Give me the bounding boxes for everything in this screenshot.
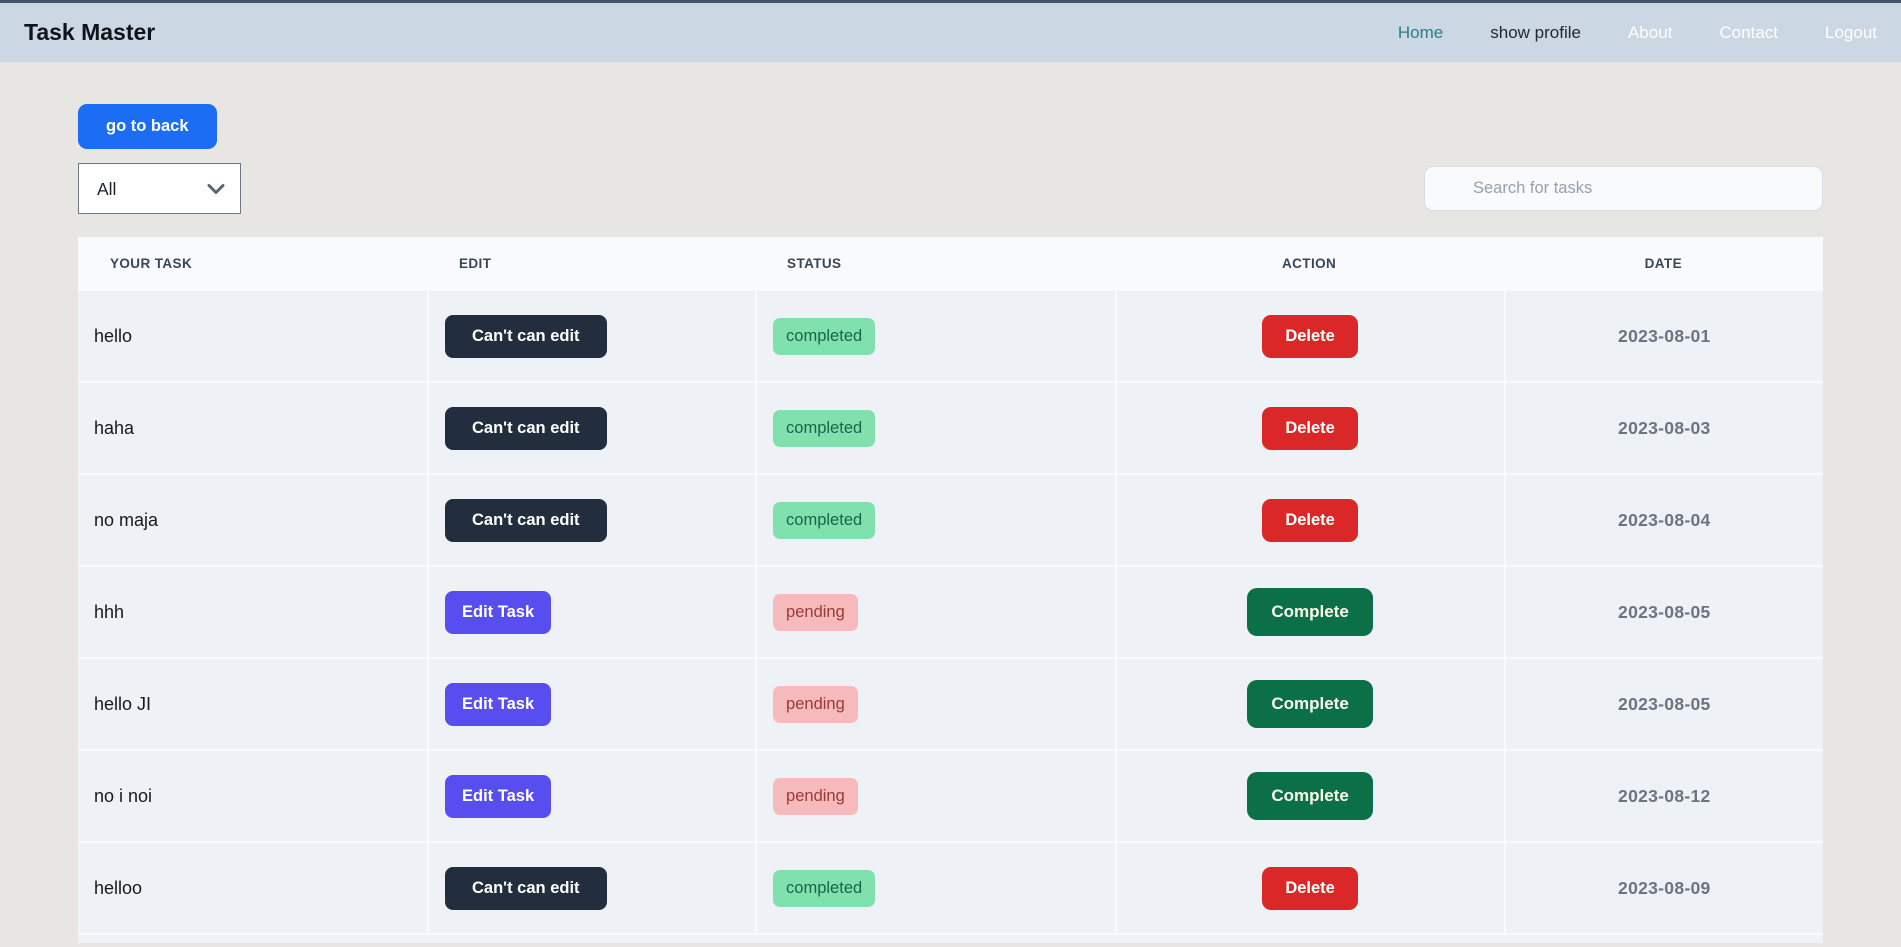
app-title: Task Master xyxy=(24,19,156,45)
column-header-your-task: YOUR TASK xyxy=(110,255,193,271)
table-row: no i noi Edit Task pending Complete 2023… xyxy=(78,749,1823,841)
status-badge: pending xyxy=(773,777,858,815)
edit-task-button[interactable]: Can't can edit xyxy=(445,314,607,358)
action-button[interactable]: Delete xyxy=(1262,406,1358,450)
column-header-date: DATE xyxy=(1644,255,1682,271)
edit-cell: Edit Task xyxy=(427,567,755,657)
action-cell: Delete xyxy=(1114,475,1504,565)
nav-link-contact[interactable]: Contact xyxy=(1719,22,1778,42)
task-name: no maja xyxy=(94,509,159,530)
action-cell: Complete xyxy=(1114,567,1504,657)
edit-task-button[interactable]: Can't can edit xyxy=(445,406,607,450)
column-header-action: ACTION xyxy=(1282,255,1337,271)
go-to-back-button[interactable]: go to back xyxy=(78,104,217,149)
status-filter: All xyxy=(78,163,241,214)
task-date: 2023-08-05 xyxy=(1503,567,1823,657)
status-cell: completed xyxy=(755,843,1114,933)
edit-task-button[interactable]: Edit Task xyxy=(445,774,552,818)
edit-task-button[interactable]: Can't can edit xyxy=(445,866,607,910)
status-cell: pending xyxy=(755,567,1114,657)
search-input[interactable] xyxy=(1424,166,1823,211)
task-date: 2023-08-01 xyxy=(1503,291,1823,381)
action-button[interactable]: Delete xyxy=(1262,314,1358,358)
edit-cell: Can't can edit xyxy=(427,843,755,933)
task-name: hello xyxy=(94,325,133,346)
edit-task-button[interactable]: Can't can edit xyxy=(445,498,607,542)
task-date: 2023-08-12 xyxy=(1503,751,1823,841)
table-row: no maja Can't can edit completed Delete … xyxy=(78,473,1823,565)
status-cell: completed xyxy=(755,291,1114,381)
main-nav: Home show profile About Contact Logout xyxy=(1398,23,1877,43)
action-button[interactable]: Delete xyxy=(1262,866,1358,910)
task-name: no i noi xyxy=(94,785,153,806)
edit-cell: Can't can edit xyxy=(427,475,755,565)
navbar: Task Master Home show profile About Cont… xyxy=(0,0,1901,62)
column-header-edit: EDIT xyxy=(459,255,492,271)
table-row: hhh Edit Task pending Complete 2023-08-0… xyxy=(78,565,1823,657)
edit-task-button[interactable]: Edit Task xyxy=(445,682,552,726)
table-row-partial xyxy=(78,933,1823,943)
edit-cell: Edit Task xyxy=(427,751,755,841)
action-button[interactable]: Complete xyxy=(1247,680,1373,728)
action-cell: Delete xyxy=(1114,383,1504,473)
filter-toolbar: All xyxy=(78,163,1823,214)
task-name: haha xyxy=(94,417,135,438)
task-name: hhh xyxy=(94,601,125,622)
column-header-status: STATUS xyxy=(787,255,842,271)
task-date: 2023-08-04 xyxy=(1503,475,1823,565)
nav-link-about[interactable]: About xyxy=(1627,22,1673,42)
task-date: 2023-08-03 xyxy=(1503,383,1823,473)
action-button[interactable]: Complete xyxy=(1247,588,1373,636)
status-badge: completed xyxy=(773,501,876,539)
status-badge: completed xyxy=(773,869,876,907)
edit-task-button[interactable]: Edit Task xyxy=(445,590,552,634)
task-date: 2023-08-09 xyxy=(1503,843,1823,933)
nav-link-home[interactable]: Home xyxy=(1397,22,1444,42)
edit-cell: Edit Task xyxy=(427,659,755,749)
table-header-row: YOUR TASK EDIT STATUS ACTION DATE xyxy=(78,237,1823,289)
action-cell: Complete xyxy=(1114,659,1504,749)
status-cell: completed xyxy=(755,383,1114,473)
status-cell: completed xyxy=(755,475,1114,565)
table-row: hello Can't can edit completed Delete 20… xyxy=(78,289,1823,381)
edit-cell: Can't can edit xyxy=(427,383,755,473)
table-body: hello Can't can edit completed Delete 20… xyxy=(78,289,1823,933)
status-badge: pending xyxy=(773,685,858,723)
edit-cell: Can't can edit xyxy=(427,291,755,381)
action-button[interactable]: Delete xyxy=(1262,498,1358,542)
status-cell: pending xyxy=(755,659,1114,749)
task-date: 2023-08-05 xyxy=(1503,659,1823,749)
table-row: haha Can't can edit completed Delete 202… xyxy=(78,381,1823,473)
task-name: hello JI xyxy=(94,693,152,714)
action-cell: Delete xyxy=(1114,291,1504,381)
table-row: helloo Can't can edit completed Delete 2… xyxy=(78,841,1823,933)
action-cell: Delete xyxy=(1114,843,1504,933)
nav-link-logout[interactable]: Logout xyxy=(1825,22,1877,42)
task-name: helloo xyxy=(94,877,143,898)
status-badge: completed xyxy=(773,317,876,355)
table-row: hello JI Edit Task pending Complete 2023… xyxy=(78,657,1823,749)
page-content: go to back All YOUR TASK EDIT STATUS ACT… xyxy=(0,104,1901,943)
action-button[interactable]: Complete xyxy=(1247,772,1373,820)
nav-link-show-profile[interactable]: show profile xyxy=(1490,22,1581,42)
status-badge: completed xyxy=(773,409,876,447)
tasks-table: YOUR TASK EDIT STATUS ACTION DATE hello … xyxy=(78,237,1823,943)
filter-select[interactable]: All xyxy=(79,164,240,213)
status-cell: pending xyxy=(755,751,1114,841)
action-cell: Complete xyxy=(1114,751,1504,841)
status-badge: pending xyxy=(773,593,858,631)
